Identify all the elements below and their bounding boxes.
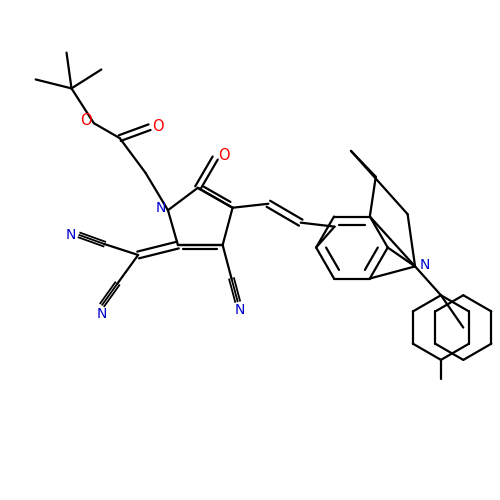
Text: O: O xyxy=(218,148,230,163)
Text: N: N xyxy=(156,200,166,214)
Text: O: O xyxy=(80,112,92,128)
Text: O: O xyxy=(152,118,164,134)
Text: N: N xyxy=(96,306,107,320)
Text: N: N xyxy=(420,258,430,272)
Text: N: N xyxy=(234,303,244,317)
Text: N: N xyxy=(66,228,76,242)
